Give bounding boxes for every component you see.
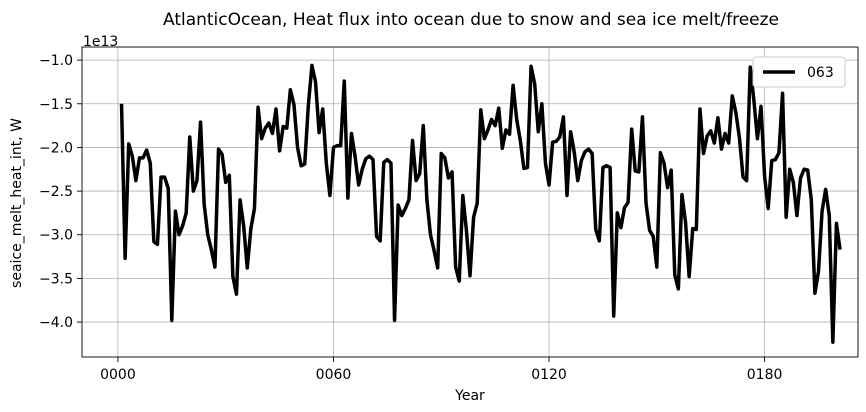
x-axis-label: Year xyxy=(454,388,485,404)
y-tick-label: −1.0 xyxy=(39,53,73,69)
axis-ticks: 0000 0060 0120 0180 −4.0 −3.5 −3.0 −2.5 −2.0 −1.5… xyxy=(39,53,782,383)
grid-lines xyxy=(82,47,858,357)
y-tick-label: −2.5 xyxy=(39,184,73,200)
y-tick-label: −3.0 xyxy=(39,228,73,244)
chart-title: AtlanticOcean, Heat flux into ocean due … xyxy=(163,10,779,30)
legend: 063 xyxy=(752,56,846,88)
x-tick-label: 0060 xyxy=(316,367,352,383)
x-tick-label: 0180 xyxy=(747,367,783,383)
x-tick-label: 0000 xyxy=(100,367,136,383)
legend-series-label: 063 xyxy=(807,65,834,81)
plot-area-frame xyxy=(81,46,859,358)
legend-frame xyxy=(752,56,846,88)
series-layer xyxy=(119,63,842,344)
y-axis-offset-label: 1e13 xyxy=(83,34,118,50)
y-tick-label: −3.5 xyxy=(39,271,73,287)
y-tick-label: −1.5 xyxy=(39,97,73,113)
x-tick-label: 0120 xyxy=(531,367,567,383)
y-tick-label: −2.0 xyxy=(39,140,73,156)
series-line-063 xyxy=(119,63,842,344)
y-tick-label: −4.0 xyxy=(39,315,73,331)
y-axis-label: seaice_melt_heat_int, W xyxy=(9,118,25,288)
